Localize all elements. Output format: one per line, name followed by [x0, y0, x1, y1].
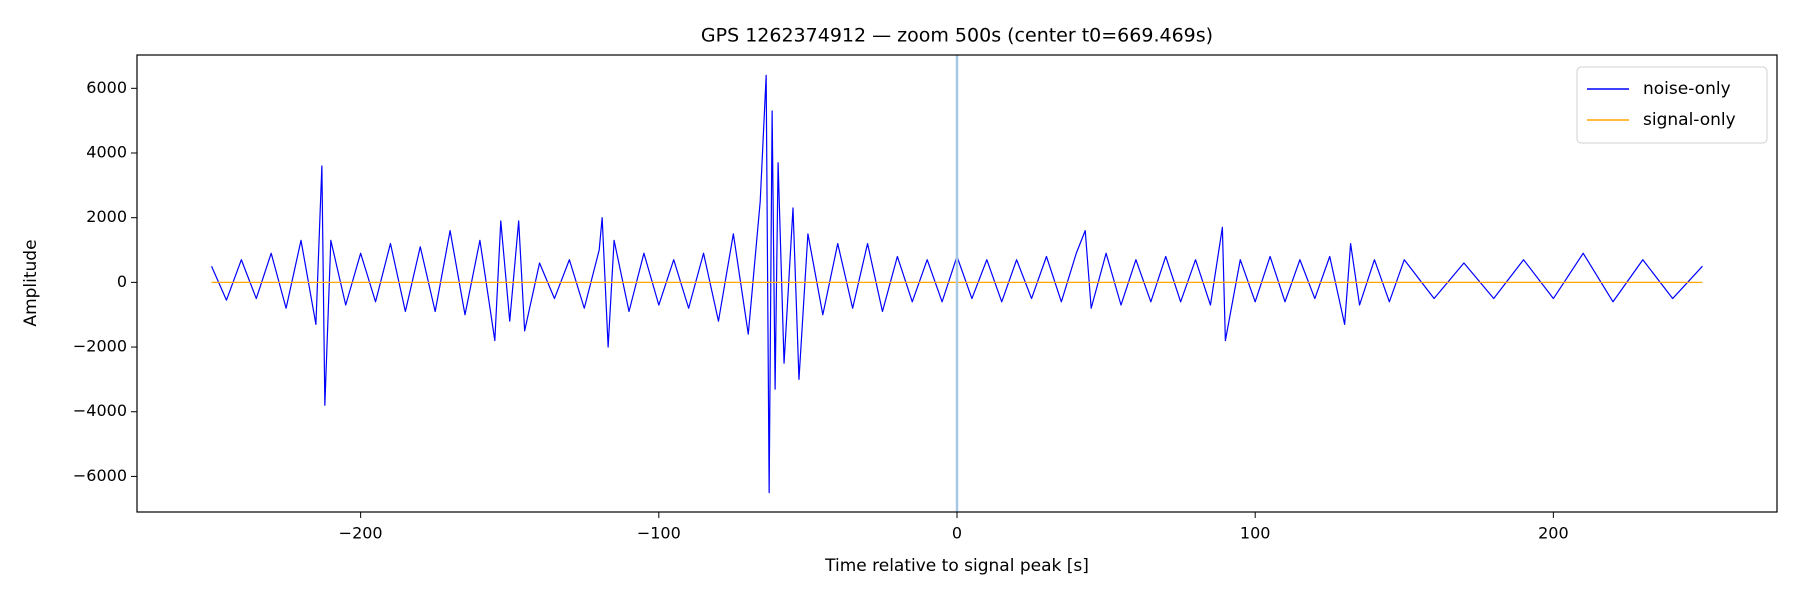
- y-tick-label: 2000: [86, 207, 127, 226]
- y-tick-label: 6000: [86, 78, 127, 97]
- y-tick-label: 0: [117, 272, 127, 291]
- legend-box: [1576, 66, 1768, 144]
- y-tick-label: −2000: [73, 337, 127, 356]
- data-line: [210, 74, 1703, 494]
- x-axis-label: Time relative to signal peak [s]: [824, 556, 1089, 576]
- chart-title: GPS 1262374912 — zoom 500s (center t0=66…: [701, 25, 1213, 47]
- x-tick-label: 0: [952, 524, 962, 543]
- y-tick-label: −6000: [73, 466, 127, 485]
- x-tick-label: 200: [1538, 524, 1569, 543]
- legend-label: noise-only: [1643, 79, 1731, 99]
- x-tick-label: −200: [339, 524, 383, 543]
- x-tick-label: 100: [1240, 524, 1271, 543]
- legend-label: signal-only: [1643, 110, 1736, 130]
- y-tick-label: 4000: [86, 142, 127, 161]
- x-tick-label: −100: [637, 524, 681, 543]
- y-axis-label: Amplitude: [21, 239, 41, 326]
- plot-frame: [136, 54, 1778, 513]
- y-tick-label: −4000: [73, 401, 127, 420]
